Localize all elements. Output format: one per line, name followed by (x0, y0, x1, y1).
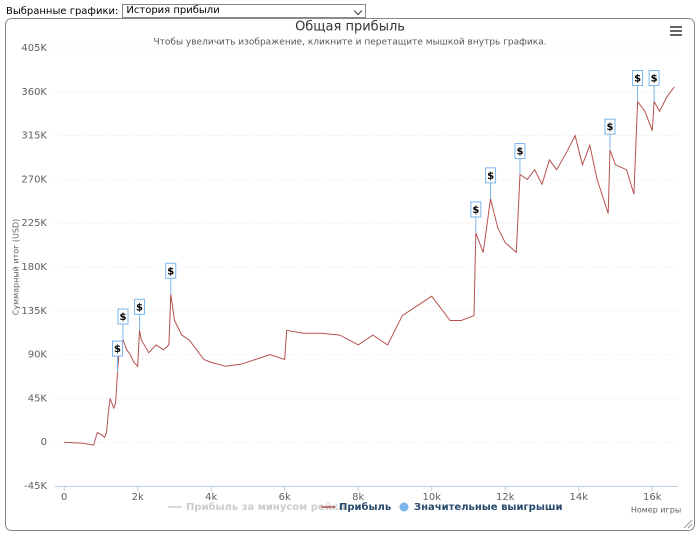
flag-box (604, 118, 616, 135)
win-flag: $ (632, 70, 644, 102)
resize-grip (683, 519, 693, 529)
y-tick-label: 225K (21, 218, 47, 229)
flag-text: $ (607, 122, 614, 133)
legend-item[interactable]: Прибыль (321, 501, 391, 513)
flag-text: $ (634, 74, 641, 85)
y-tick-label: -45K (24, 481, 47, 492)
y-tick-label: 135K (21, 306, 47, 317)
x-tick-label: 2k (132, 492, 144, 503)
x-tick-label: 4k (205, 492, 217, 503)
legend-symbol (399, 502, 409, 512)
legend-label: Прибыль (339, 501, 391, 513)
x-tick-label: 0 (61, 492, 67, 503)
y-tick-label: 180K (21, 262, 47, 273)
chart-select[interactable]: История прибыли (122, 4, 367, 18)
flag-text: $ (136, 302, 143, 313)
flag-box (632, 70, 644, 87)
menu-bar (670, 30, 682, 32)
chart-subtitle: Чтобы увеличить изображение, кликните и … (153, 38, 546, 48)
win-flag: $ (470, 201, 482, 233)
y-tick-label: 45K (28, 393, 48, 404)
flag-text: $ (651, 74, 658, 85)
flag-box (165, 262, 177, 279)
x-tick-label: 14k (570, 492, 589, 503)
flag-box (470, 201, 482, 218)
profit-line (64, 86, 675, 446)
menu-bar (670, 34, 682, 36)
flag-text: $ (114, 344, 121, 355)
win-flag: $ (165, 262, 177, 295)
flag-box (648, 70, 660, 87)
flag-text: $ (120, 312, 127, 323)
flag-text: $ (487, 171, 494, 182)
y-tick-label: 405K (21, 43, 47, 54)
win-flag: $ (117, 308, 129, 340)
x-tick-label: 6k (279, 492, 291, 503)
flag-box (117, 308, 129, 325)
win-flag: $ (111, 340, 123, 373)
x-tick-label: 8k (352, 492, 364, 503)
x-tick-label: 12k (496, 492, 515, 503)
toolbar-label: Выбранные графики: (6, 5, 119, 17)
x-axis-label: Номер игры (631, 506, 681, 515)
flag-text: $ (472, 205, 479, 216)
flag-text: $ (516, 147, 523, 158)
x-tick-label: 16k (643, 492, 662, 503)
y-tick-label: 270K (21, 174, 47, 185)
legend-label: Значительные выигрыши (414, 502, 563, 513)
y-axis-label: Суммарный итог (USD) (12, 219, 21, 316)
y-tick-label: 90K (28, 350, 48, 361)
menu-bar (670, 26, 682, 28)
y-tick-label: 360K (21, 87, 47, 98)
x-tick-label: 10k (422, 492, 441, 503)
flag-box (111, 340, 123, 357)
legend-item[interactable]: Прибыль за минусом рейка (168, 501, 345, 513)
flag-box (514, 143, 526, 160)
win-flag: $ (648, 70, 660, 102)
y-tick-label: 0 (41, 437, 47, 448)
chart-frame (5, 18, 695, 531)
chart-title: Общая прибыль (295, 20, 405, 35)
win-flag: $ (604, 118, 616, 151)
win-flag: $ (485, 167, 497, 199)
flag-box (134, 298, 146, 315)
legend-item[interactable]: Значительные выигрыши (399, 502, 563, 513)
win-flag: $ (514, 143, 526, 175)
menu-button[interactable] (670, 26, 682, 36)
flag-box (485, 167, 497, 184)
flag-text: $ (167, 266, 174, 277)
toolbar: Выбранные графики: История прибыли (6, 4, 367, 18)
y-tick-label: 315K (21, 131, 47, 142)
win-flag: $ (134, 298, 146, 331)
legend-label: Прибыль за минусом рейка (186, 501, 345, 513)
